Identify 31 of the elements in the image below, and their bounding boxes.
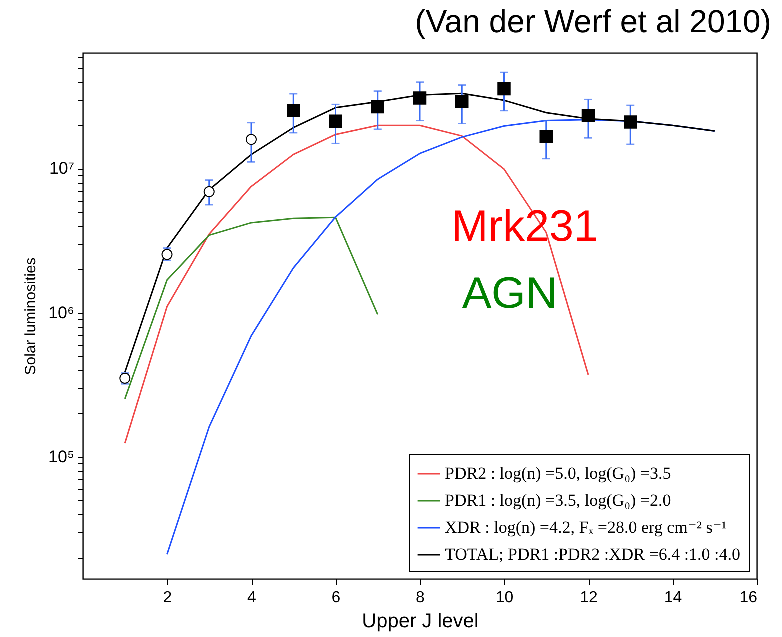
chart-title: (Van der Werf et al 2010): [415, 4, 772, 40]
y-axis-title: Solar luminosities: [22, 258, 40, 376]
line-series: [124, 216, 379, 400]
point: [204, 186, 215, 198]
y-tick-label: 10⁵: [48, 447, 74, 466]
point: [287, 104, 300, 118]
x-tick-label: 14: [664, 590, 682, 606]
point: [624, 116, 638, 129]
point: [456, 94, 469, 108]
annotation: AGN: [462, 269, 558, 318]
legend-label: PDR2 : log(n) =5.0, log(G₀) =3.5: [445, 464, 672, 483]
x-tick-label: 6: [332, 590, 341, 606]
point: [540, 130, 553, 144]
point: [329, 114, 342, 128]
x-tick-label: 16: [740, 590, 758, 606]
x-tick-label: 2: [163, 590, 172, 606]
point: [246, 134, 257, 146]
point: [498, 82, 511, 96]
x-tick-label: 12: [580, 590, 598, 606]
point: [413, 92, 427, 105]
legend-label: TOTAL; PDR1 :PDR2 :XDR =6.4 :1.0 :4.0: [445, 545, 741, 564]
legend-label: XDR : log(n) =4.2, Fₓ =28.0 erg cm⁻² s⁻¹: [445, 518, 727, 537]
x-tick-label: 4: [248, 590, 257, 606]
y-tick-label: 10⁷: [49, 159, 74, 178]
x-tick-label: 8: [416, 590, 426, 606]
x-axis-title: Upper J level: [362, 610, 479, 632]
x-tick-label: 10: [496, 590, 514, 606]
point: [582, 109, 596, 122]
legend-label: PDR1 : log(n) =3.5, log(G₀) =2.0: [445, 491, 672, 510]
y-tick-label: 10⁶: [48, 303, 74, 322]
point: [371, 100, 384, 114]
